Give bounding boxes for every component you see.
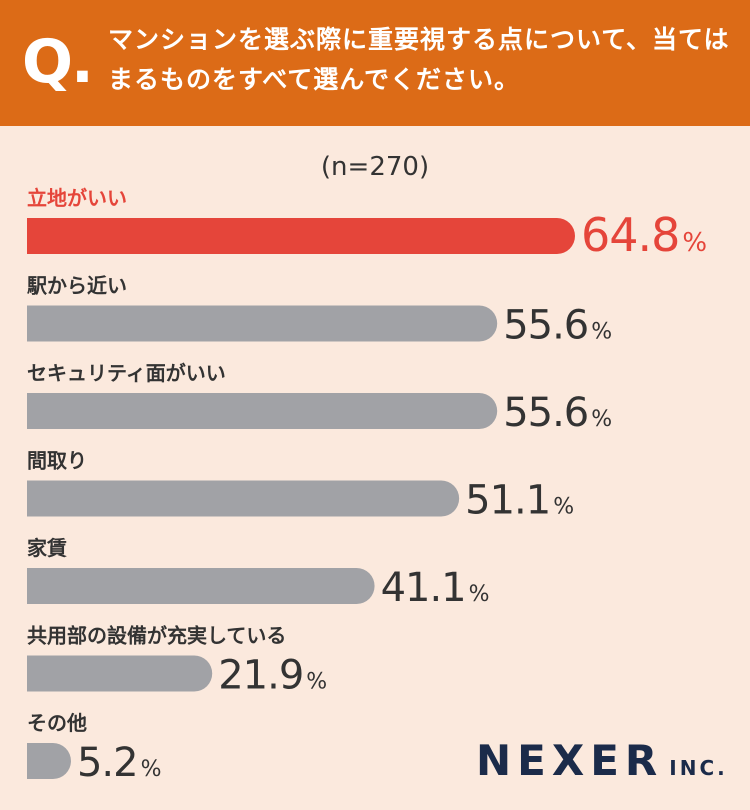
bar bbox=[27, 743, 71, 779]
bar bbox=[27, 218, 575, 254]
logo-main-text: NEXER bbox=[476, 736, 664, 785]
category-label: 間取り bbox=[27, 449, 87, 473]
category-label: 立地がいい bbox=[27, 186, 127, 210]
nexer-logo: NEXER INC. bbox=[476, 736, 728, 785]
bar bbox=[27, 655, 213, 692]
category-label: 駅から近い bbox=[26, 274, 127, 298]
value-label: 64.8% bbox=[581, 208, 707, 262]
value-label: 51.1% bbox=[465, 478, 574, 524]
category-label: 家賃 bbox=[27, 536, 67, 560]
category-label: セキュリティ面がいい bbox=[27, 361, 226, 385]
bar bbox=[27, 305, 498, 342]
category-label: 共用部の設備が充実している bbox=[27, 624, 286, 648]
logo-sub-text: INC. bbox=[669, 756, 728, 780]
question-header: Q. マンションを選ぶ際に重要視する点について、当てはまるものをすべて選んでくだ… bbox=[0, 0, 750, 126]
bar bbox=[27, 480, 460, 517]
value-label: 21.9% bbox=[218, 653, 327, 699]
question-text: マンションを選ぶ際に重要視する点について、当てはまるものをすべて選んでください。 bbox=[108, 25, 730, 94]
category-label: その他 bbox=[27, 711, 87, 735]
question-mark: Q. bbox=[22, 27, 94, 97]
value-label: 5.2% bbox=[77, 740, 162, 786]
value-label: 55.6% bbox=[503, 390, 612, 436]
value-label: 55.6% bbox=[503, 303, 612, 349]
bar bbox=[27, 393, 498, 429]
value-label: 41.1% bbox=[381, 565, 490, 611]
bar bbox=[27, 568, 375, 604]
sample-size-label: (n=270) bbox=[320, 152, 430, 182]
